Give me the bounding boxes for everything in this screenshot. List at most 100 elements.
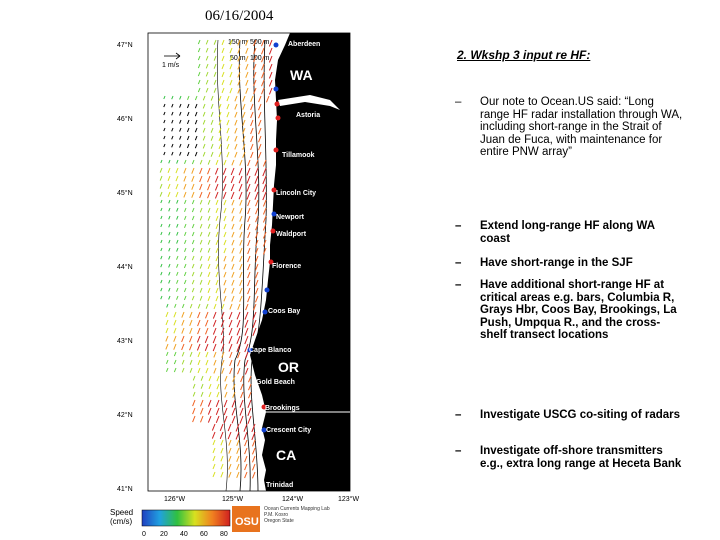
current-vector [205, 327, 209, 335]
current-vector [223, 207, 227, 214]
current-vector [216, 383, 220, 390]
current-vector [251, 423, 256, 433]
current-vector [261, 71, 265, 79]
current-vector [228, 471, 232, 478]
current-vector [205, 47, 209, 53]
current-vector [176, 231, 179, 236]
current-vector [168, 255, 171, 260]
current-vector [234, 103, 238, 110]
current-vector [255, 207, 259, 215]
current-vector [160, 271, 163, 276]
current-vector [238, 167, 243, 176]
current-vector [226, 111, 230, 118]
current-vector [213, 55, 217, 61]
current-vector [213, 47, 217, 53]
current-vector [179, 151, 182, 156]
current-vector [247, 279, 251, 287]
current-vector [247, 399, 252, 409]
current-vector [207, 191, 211, 199]
current-vector [247, 255, 251, 263]
current-vector [191, 207, 195, 213]
current-vector [258, 95, 262, 103]
current-vector [253, 303, 257, 311]
current-vector [168, 159, 171, 164]
current-vector [235, 423, 240, 432]
current-vector [197, 87, 201, 93]
current-vector [160, 231, 163, 236]
current-vector [221, 87, 225, 94]
current-vector [213, 71, 217, 77]
current-vector [183, 167, 187, 174]
current-vector [200, 415, 204, 423]
current-vector [176, 255, 179, 260]
speed-legend-line1: Speed [110, 508, 134, 517]
current-vector [226, 127, 230, 134]
current-vector [239, 295, 243, 303]
legend-tick: 0 [142, 531, 146, 538]
current-vector [199, 239, 203, 245]
osu-logo [232, 506, 260, 532]
current-vector [179, 143, 182, 148]
current-vector [239, 407, 244, 416]
current-vector [184, 231, 187, 236]
legend-tick: 40 [180, 531, 188, 538]
current-vector [244, 335, 249, 345]
current-vector [221, 79, 225, 86]
current-vector [212, 447, 216, 454]
current-vector [207, 199, 211, 205]
current-vector [215, 407, 220, 415]
city-label: Waldport [276, 231, 307, 238]
current-vector [183, 271, 187, 277]
land-mass [250, 33, 350, 491]
bullet-item: – Extend long-range HF along WA coast [455, 220, 685, 248]
current-vector [247, 263, 251, 271]
current-vector [194, 119, 198, 125]
current-vector [205, 311, 209, 319]
current-vector [181, 327, 185, 334]
current-vector [220, 311, 225, 320]
current-vector [220, 447, 224, 454]
current-vector [268, 47, 273, 55]
current-vector [168, 231, 171, 236]
current-vector [199, 247, 203, 253]
current-vector [239, 255, 243, 263]
current-vector [240, 375, 244, 383]
current-vector [191, 215, 195, 221]
bullet-dash: – [455, 409, 462, 421]
current-vector [224, 383, 228, 390]
current-vector [268, 71, 273, 79]
current-vector [236, 343, 241, 352]
current-vector [239, 207, 243, 214]
current-vector [268, 79, 273, 87]
current-vector [207, 263, 211, 269]
current-vector [234, 127, 238, 134]
current-vector [202, 143, 206, 149]
current-vector [237, 87, 241, 94]
current-vector [246, 191, 251, 200]
current-vector [242, 111, 246, 118]
current-vector [215, 399, 220, 407]
current-vector [205, 367, 209, 374]
current-vector [191, 183, 195, 190]
current-vector [199, 231, 203, 237]
current-vector [223, 263, 227, 270]
radar-site-marker [261, 404, 267, 410]
contour-line [233, 39, 247, 492]
current-vector [173, 311, 177, 318]
current-vector [248, 375, 252, 383]
current-vector [262, 247, 267, 255]
current-vector [210, 103, 214, 109]
current-vector [254, 175, 259, 184]
current-vector [262, 223, 267, 231]
current-vector [245, 79, 249, 86]
current-vector [237, 303, 241, 310]
current-vector [165, 359, 169, 365]
current-vector [215, 215, 219, 222]
current-vector [219, 431, 224, 440]
current-vector [237, 359, 241, 367]
current-vector [200, 391, 204, 397]
current-vector [247, 231, 251, 239]
current-vector [250, 95, 254, 103]
current-vector [258, 111, 262, 119]
bullet-dash: – [455, 96, 462, 108]
